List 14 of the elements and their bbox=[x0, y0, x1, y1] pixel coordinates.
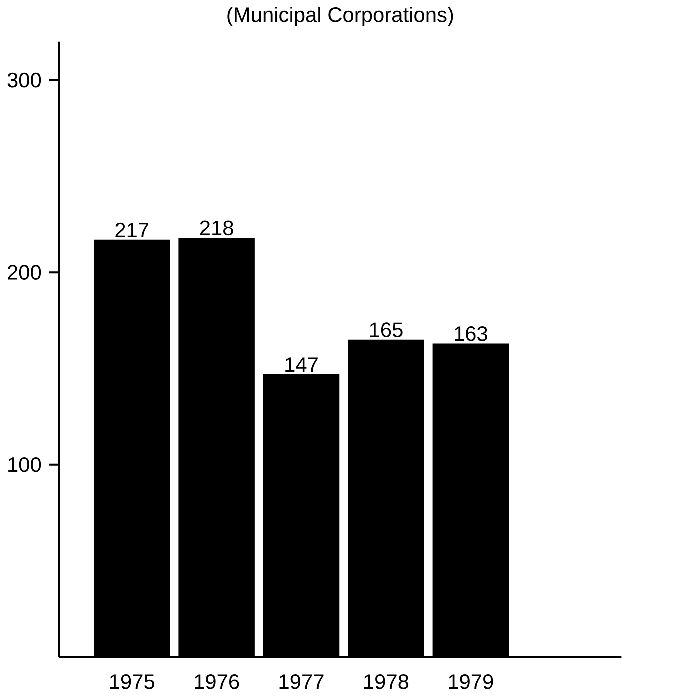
data-label: 163 bbox=[455, 326, 488, 342]
y-tick-label: 100 bbox=[8, 457, 42, 472]
x-tick-label: 1976 bbox=[195, 674, 240, 690]
x-tick-label: 1977 bbox=[280, 674, 324, 690]
data-label: 147 bbox=[286, 358, 318, 372]
chart-title: (Municipal Corporations) bbox=[228, 6, 454, 27]
y-tick-label: 300 bbox=[8, 72, 42, 88]
data-label: 218 bbox=[200, 220, 234, 236]
x-tick-label: 1979 bbox=[449, 674, 494, 690]
x-tick-label: 1978 bbox=[364, 674, 409, 690]
y-tick-label: 200 bbox=[8, 265, 42, 280]
x-tick-label: 1975 bbox=[110, 674, 155, 690]
data-label: 217 bbox=[116, 222, 149, 238]
data-label: 165 bbox=[370, 322, 404, 338]
